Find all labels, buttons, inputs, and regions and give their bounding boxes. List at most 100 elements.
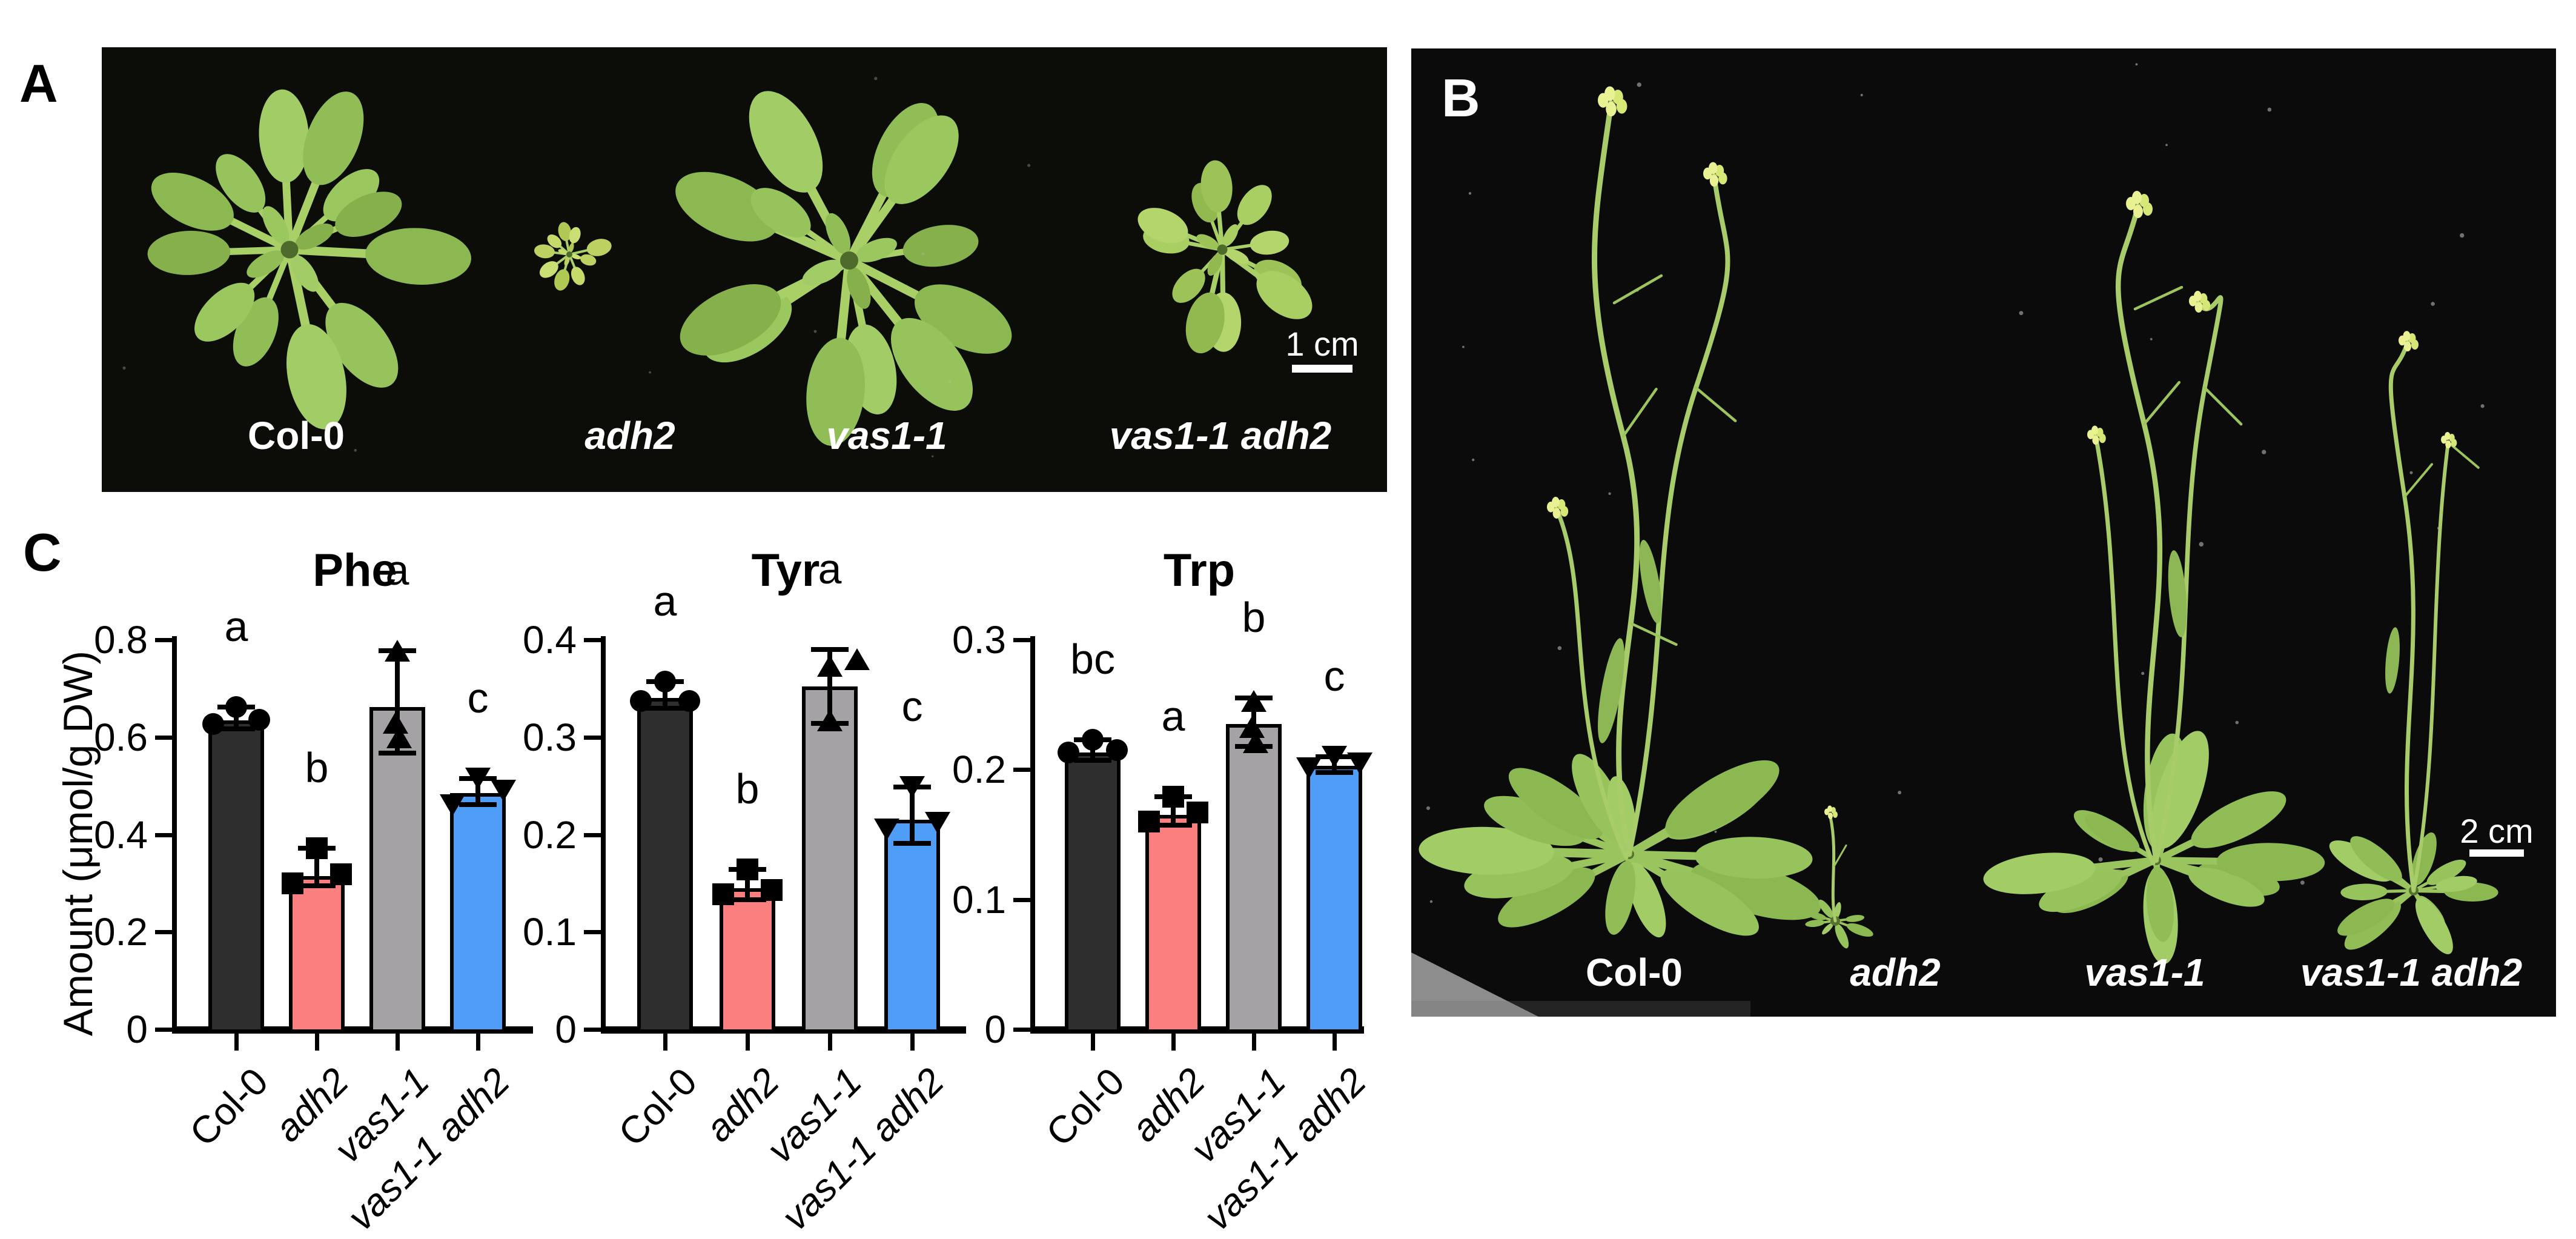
y-axis-line [1030, 636, 1035, 1032]
y-tick-label: 0.3 [523, 715, 577, 759]
y-tick-label: 0.1 [523, 910, 577, 954]
y-tick [584, 638, 601, 642]
data-point-circle [630, 690, 652, 713]
data-point-square [330, 863, 352, 886]
y-tick [584, 735, 601, 740]
y-tick [155, 930, 172, 935]
plant-label: Col-0 [248, 414, 345, 457]
error-cap-bottom [298, 883, 336, 888]
y-tick [584, 832, 601, 837]
x-category-label: Col-0 [182, 1060, 277, 1155]
data-point-circle [248, 708, 270, 731]
plant-label: adh2 [584, 414, 675, 457]
scale-bar-b [2469, 849, 2524, 857]
sig-letter: b [1242, 594, 1266, 642]
y-tick [1013, 897, 1030, 902]
sig-letter: c [467, 674, 489, 722]
chart-title-trp: Trp [1163, 545, 1236, 596]
y-tick-label: 0.8 [94, 618, 148, 662]
y-tick [584, 930, 601, 935]
y-tick [1013, 638, 1030, 642]
data-point-triangle-up [386, 726, 412, 748]
data-point-triangle-down [1347, 752, 1372, 774]
panel-a-letter: A [19, 53, 58, 113]
error-bar [663, 682, 667, 708]
data-point-triangle-down [899, 776, 925, 798]
data-point-triangle-down [440, 794, 465, 817]
data-point-square [737, 859, 758, 881]
sig-letter: a [385, 546, 409, 594]
sig-letter: a [1161, 693, 1185, 740]
sig-letter: c [901, 682, 923, 730]
data-point-circle [225, 696, 247, 718]
data-point-square [282, 872, 303, 894]
y-tick [584, 1028, 601, 1032]
error-cap-bottom [1074, 758, 1111, 763]
data-point-triangle-up [817, 709, 843, 732]
flowering-plants-photo-graphic [1411, 48, 2556, 1017]
data-point-triangle-up [385, 640, 410, 662]
panel-a-photo: Col-0 adh2 vas1-1 vas1-1 adh2 1 cm [102, 47, 1387, 492]
x-tick [234, 1034, 239, 1051]
data-point-triangle-up [817, 655, 843, 677]
data-point-square [1162, 786, 1184, 808]
y-tick-label: 0.4 [523, 618, 577, 662]
bar [1306, 765, 1362, 1029]
data-point-circle [202, 713, 224, 736]
error-cap-bottom [1154, 823, 1192, 828]
data-point-circle [1058, 742, 1079, 764]
y-tick-label: 0.2 [952, 748, 1006, 792]
error-cap-bottom [729, 897, 766, 903]
sig-letter: bc [1070, 636, 1115, 683]
data-point-triangle-up [1241, 689, 1266, 712]
sig-letter: a [818, 545, 842, 593]
error-cap-bottom [893, 840, 931, 846]
error-bar [827, 649, 832, 724]
data-point-triangle-up [1243, 731, 1268, 754]
sig-letter: c [1323, 652, 1345, 700]
chart-title-tyr: Tyr [751, 545, 820, 596]
error-cap-bottom [1316, 769, 1353, 775]
y-tick [155, 832, 172, 837]
data-point-square [761, 879, 783, 902]
panel-c-letter: C [23, 522, 62, 582]
bar [884, 820, 940, 1029]
bar [802, 686, 858, 1029]
panel-b-photo: B Col-0 adh2 vas1-1 vas1-1 adh2 2 cm [1411, 48, 2556, 1017]
y-tick-label: 0.3 [952, 618, 1006, 662]
error-cap-bottom [459, 802, 497, 807]
plant-label: vas1-1 adh2 [2300, 951, 2523, 994]
data-point-square [306, 837, 328, 859]
y-tick [155, 735, 172, 740]
panel-b-letter: B [1442, 68, 1480, 128]
y-tick [1013, 1028, 1030, 1032]
plant-label: vas1-1 [826, 414, 947, 457]
x-tick [315, 1034, 319, 1051]
sig-letter: a [224, 602, 248, 650]
x-tick [746, 1034, 750, 1051]
data-point-circle [1082, 729, 1104, 751]
data-point-circle [1106, 739, 1128, 762]
scale-bar-label-b: 2 cm [2460, 812, 2534, 850]
x-tick [663, 1034, 667, 1051]
plant-label: vas1-1 [2084, 951, 2205, 994]
y-tick-label: 0 [126, 1008, 148, 1051]
rosette-photo-graphic [102, 47, 1387, 492]
error-cap-bottom [646, 705, 684, 711]
y-tick [155, 1028, 172, 1032]
error-bar [1171, 797, 1176, 826]
bar [289, 875, 345, 1029]
error-bar [475, 779, 480, 805]
bar [1065, 752, 1121, 1029]
bar [637, 698, 693, 1029]
error-cap-top [811, 647, 849, 653]
plant-label: adh2 [1850, 951, 1941, 994]
y-axis-line [601, 636, 606, 1032]
scale-bar-label-a: 1 cm [1285, 325, 1359, 363]
error-bar [395, 651, 400, 754]
sig-letter: b [305, 744, 329, 791]
error-cap-bottom [379, 751, 416, 756]
error-bar [234, 706, 239, 729]
